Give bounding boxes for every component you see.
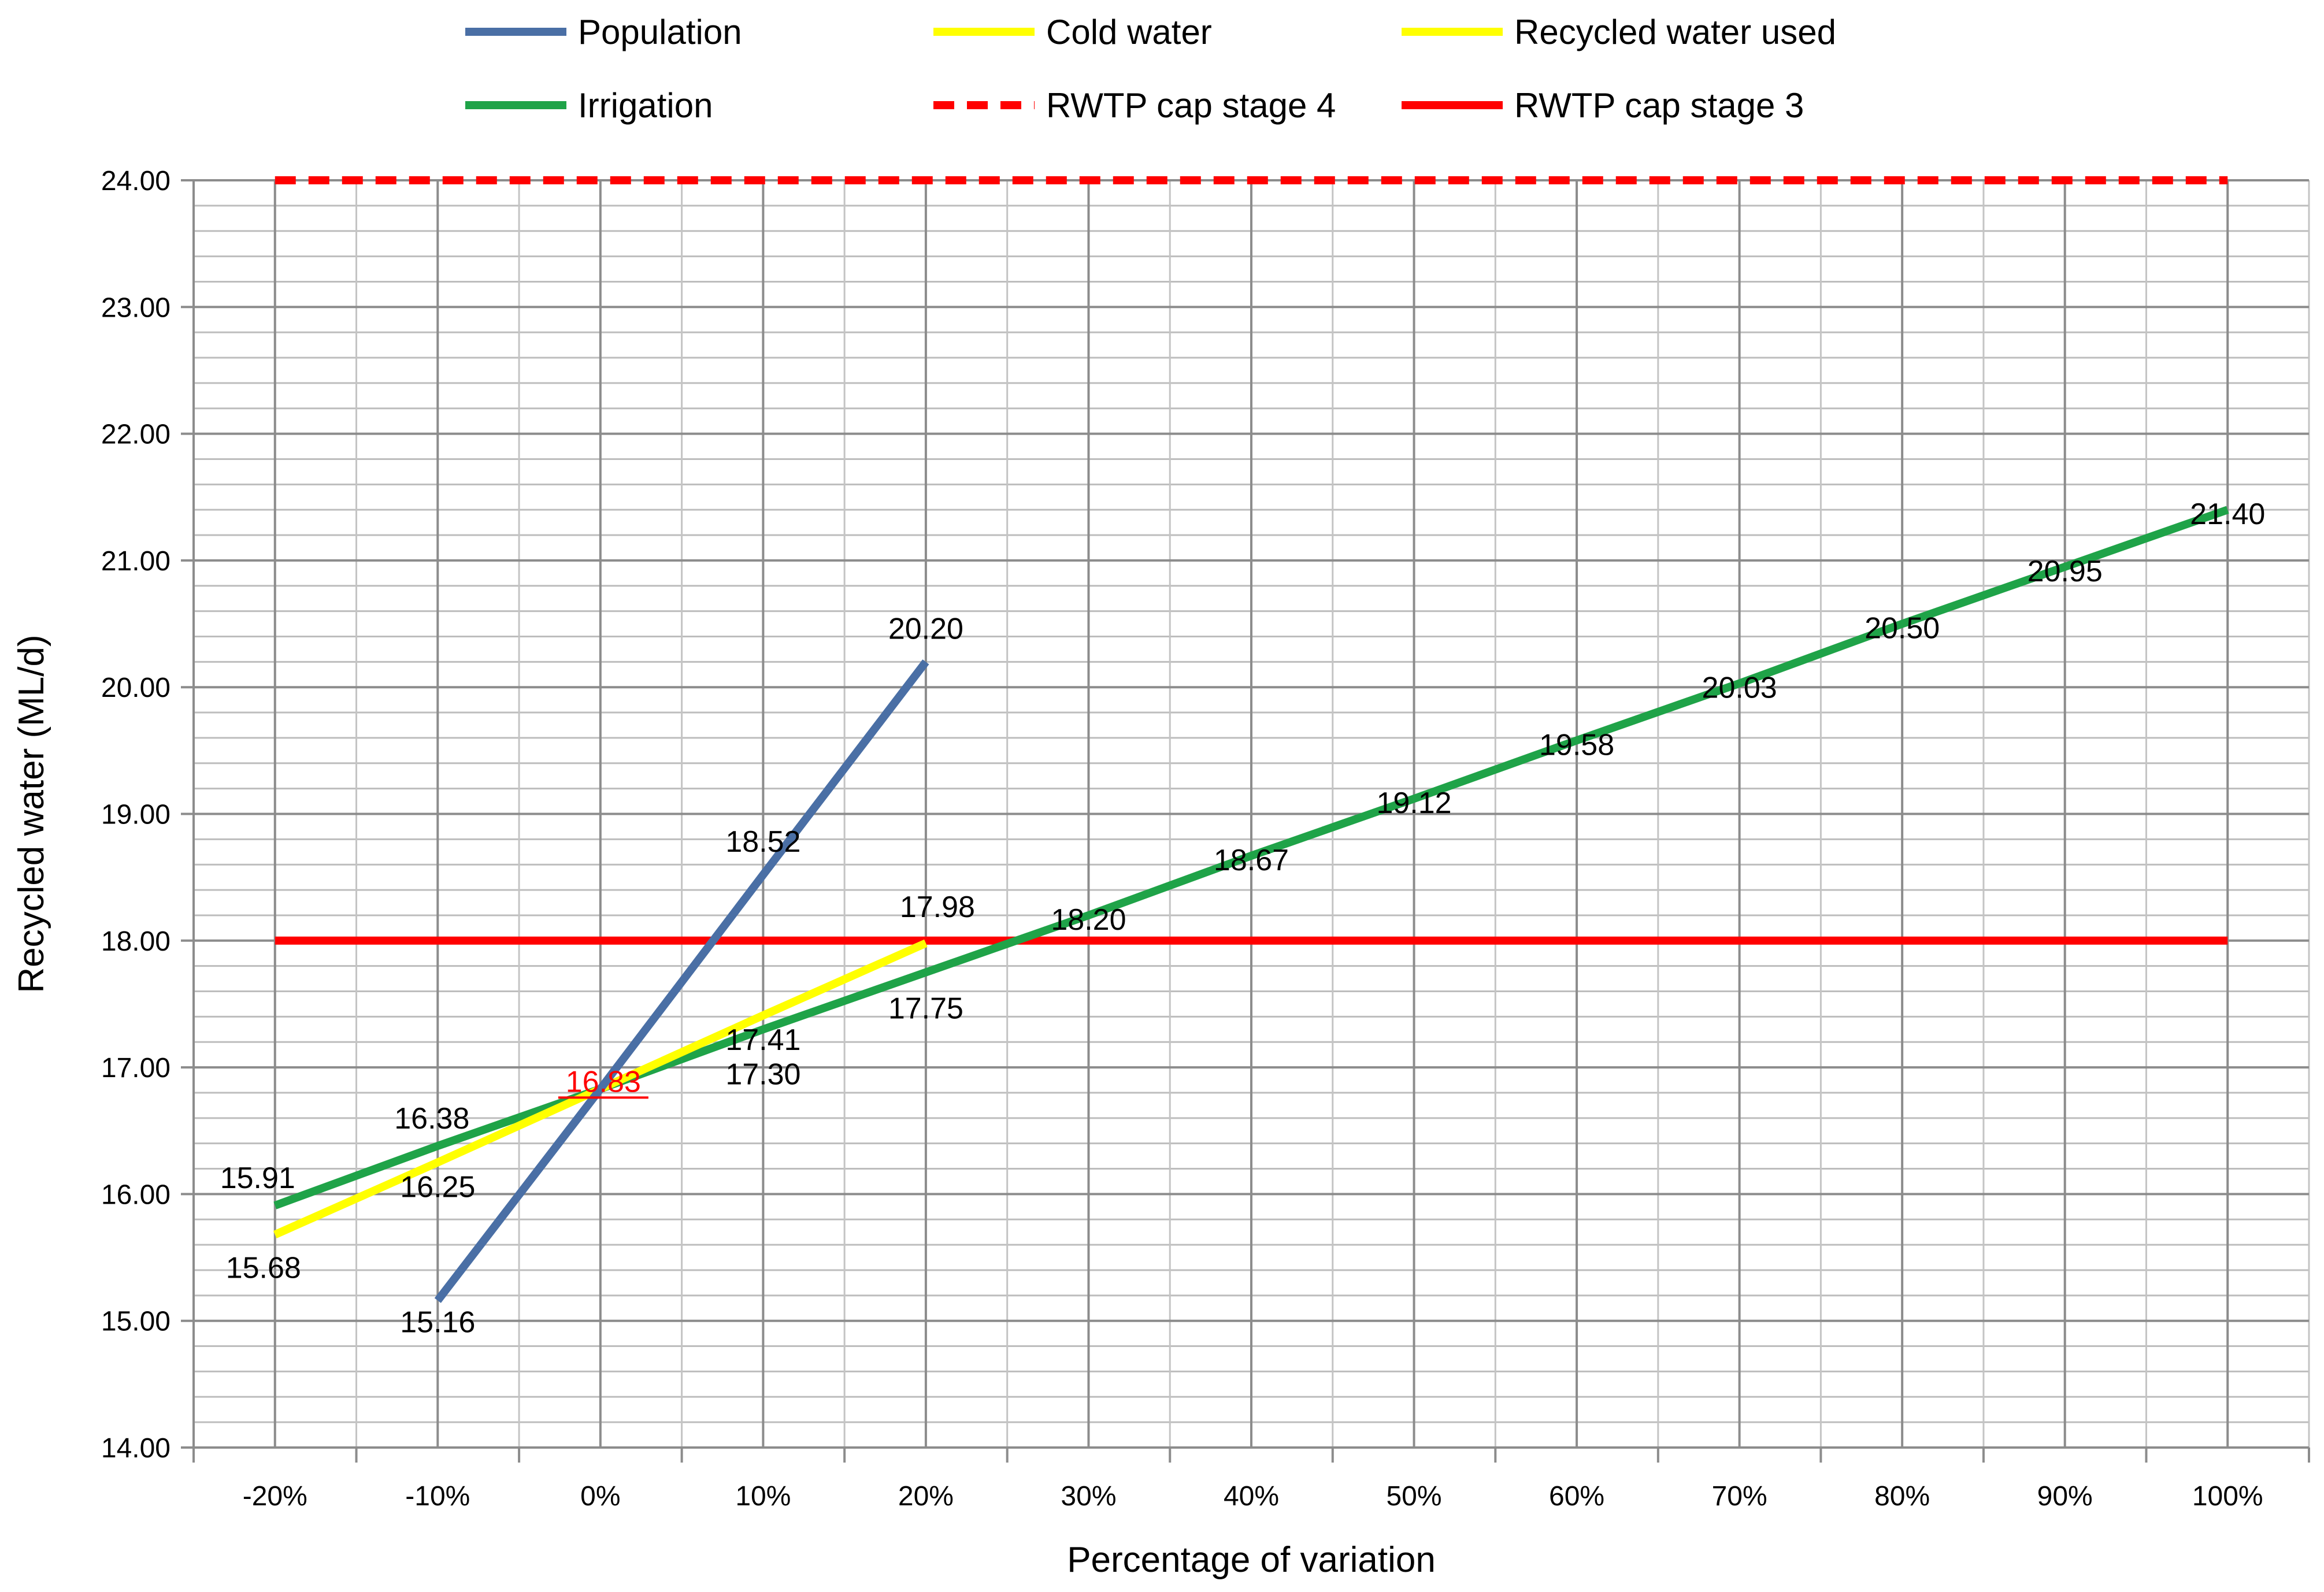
x-tick-label: 100% <box>2192 1481 2263 1512</box>
legend-label: Irrigation <box>578 86 713 125</box>
x-tick-label: 70% <box>1712 1481 1767 1512</box>
x-tick-label: 80% <box>1874 1481 1930 1512</box>
data-label: 18.67 <box>1214 844 1289 877</box>
legend-label: RWTP cap stage 3 <box>1514 86 1804 125</box>
y-tick-label: 20.00 <box>101 673 170 703</box>
x-tick-label: 0% <box>580 1481 620 1512</box>
y-axis-title: Recycled water (ML/d) <box>12 634 51 993</box>
legend-label: Recycled water used <box>1514 13 1836 51</box>
legend-item-rwtp-cap-stage-3: RWTP cap stage 3 <box>1402 86 1804 125</box>
y-tick-label: 24.00 <box>101 166 170 196</box>
data-label: 15.16 <box>400 1306 475 1339</box>
data-labels: 15.16 18.52 20.20 15.68 16.25 17.41 17.98 15.91… <box>220 498 2266 1339</box>
data-label: 20.50 <box>1865 612 1940 645</box>
y-tick-label: 18.00 <box>101 926 170 957</box>
y-tick-label: 17.00 <box>101 1053 170 1083</box>
legend-item-rwtp-cap-stage-4: RWTP cap stage 4 <box>933 86 1336 125</box>
data-label: 20.03 <box>1702 671 1777 705</box>
data-label: 18.20 <box>1051 903 1126 937</box>
y-tick-label: 21.00 <box>101 546 170 577</box>
data-label: 19.12 <box>1376 786 1451 820</box>
legend-item-irrigation: Irrigation <box>465 86 713 125</box>
x-tick-label: 30% <box>1061 1481 1116 1512</box>
data-label: 20.20 <box>888 612 963 645</box>
data-label: 15.91 <box>220 1161 295 1195</box>
x-tick-label: -10% <box>405 1481 470 1512</box>
y-tick-label: 19.00 <box>101 800 170 830</box>
axes: 14.00 15.00 16.00 17.00 18.00 19.00 20.00 21.00… <box>101 166 2310 1512</box>
data-label: 21.40 <box>2190 498 2265 531</box>
data-label: 17.30 <box>725 1057 800 1091</box>
data-label: 16.38 <box>394 1102 469 1135</box>
legend-item-population: Population <box>465 13 742 51</box>
series-lines <box>273 176 2229 1303</box>
data-label: 17.75 <box>888 992 963 1026</box>
legend-label: RWTP cap stage 4 <box>1046 86 1336 125</box>
legend: Population Cold water Recycled water used I… <box>465 13 1836 125</box>
y-tick-label: 22.00 <box>101 420 170 450</box>
x-tick-label: 50% <box>1386 1481 1441 1512</box>
x-tick-label: -20% <box>243 1481 307 1512</box>
data-label: 18.52 <box>725 825 800 859</box>
x-tick-label: 10% <box>735 1481 791 1512</box>
data-label: 17.98 <box>900 890 975 924</box>
x-tick-label: 90% <box>2037 1481 2093 1512</box>
data-label: 15.68 <box>226 1252 301 1285</box>
y-tick-label: 14.00 <box>101 1433 170 1464</box>
annotation-label: 16.83 <box>566 1065 641 1099</box>
legend-item-recycled-water-used: Recycled water used <box>1402 13 1836 51</box>
y-tick-label: 15.00 <box>101 1307 170 1337</box>
x-tick-label: 60% <box>1549 1481 1604 1512</box>
data-label: 16.25 <box>400 1171 475 1204</box>
legend-label: Population <box>578 13 742 51</box>
data-label: 20.95 <box>2028 555 2103 588</box>
x-axis-title: Percentage of variation <box>1067 1540 1436 1580</box>
y-tick-label: 16.00 <box>101 1179 170 1210</box>
data-label: 17.41 <box>725 1023 800 1057</box>
series-line-population <box>434 659 929 1303</box>
x-tick-label: 40% <box>1224 1481 1279 1512</box>
legend-item-cold-water: Cold water <box>933 13 1212 51</box>
data-label: 19.58 <box>1539 728 1614 762</box>
major-gridlines <box>194 179 2309 1449</box>
y-tick-label: 23.00 <box>101 292 170 323</box>
x-tick-label: 20% <box>898 1481 954 1512</box>
legend-label: Cold water <box>1046 13 1212 51</box>
